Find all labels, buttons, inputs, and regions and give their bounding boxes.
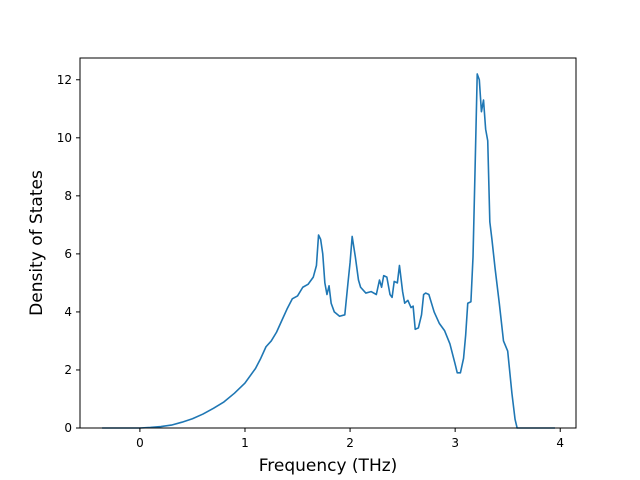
x-tick-label: 2: [346, 436, 354, 450]
y-tick-label: 4: [64, 305, 72, 319]
y-axis-label: Density of States: [27, 170, 47, 316]
y-tick-label: 2: [64, 363, 72, 377]
x-tick-label: 4: [556, 436, 564, 450]
y-tick-label: 8: [64, 189, 72, 203]
plot-area: [102, 73, 555, 429]
x-tick-label: 1: [241, 436, 249, 450]
series-line-0: [102, 73, 555, 429]
y-tick-label: 6: [64, 247, 72, 261]
y-tick-label: 12: [57, 73, 72, 87]
x-tick-label: 0: [136, 436, 144, 450]
y-tick-label: 10: [57, 131, 72, 145]
x-tick-label: 3: [451, 436, 459, 450]
x-axis-label: Frequency (THz): [259, 456, 398, 476]
y-tick-label: 0: [64, 421, 72, 435]
axes-frame: [79, 57, 577, 429]
